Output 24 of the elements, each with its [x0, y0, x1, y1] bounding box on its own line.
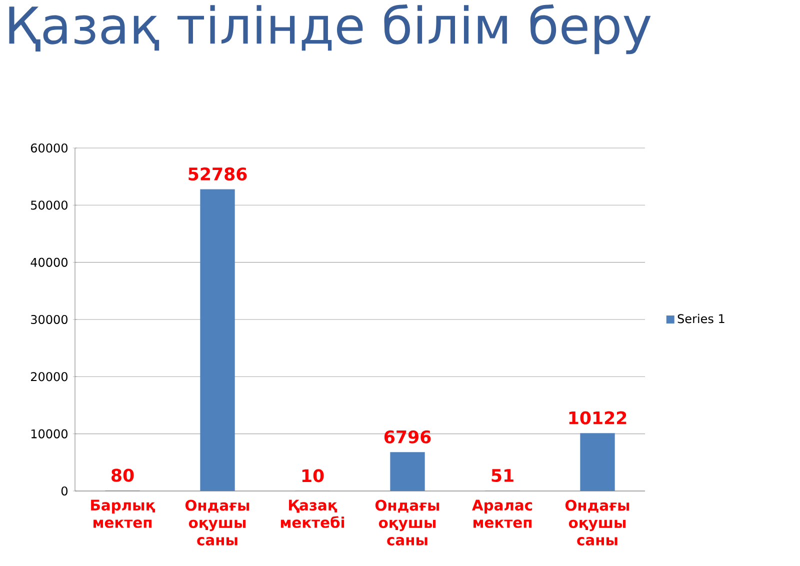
y-tick-label: 10000	[31, 429, 68, 438]
chart-title: Қазақ тілінде білім беру	[9, 4, 651, 54]
y-tick-label: 60000	[30, 143, 68, 153]
data-label: 6796	[384, 430, 431, 444]
bar	[200, 189, 235, 491]
data-label: 80	[112, 468, 134, 482]
data-label: 51	[492, 469, 514, 482]
x-tick-label: Ондағы оқушы саны	[375, 500, 440, 546]
bar	[580, 433, 615, 491]
x-tick-label: Ондағы оқушы саны	[565, 500, 630, 546]
x-tick-label: Аралас мектеп	[472, 500, 532, 528]
y-tick-label: 30000	[31, 314, 68, 324]
y-tick-label: 0	[61, 486, 68, 496]
bar	[390, 452, 425, 491]
y-tick-label: 20000	[31, 372, 68, 382]
y-tick-label: 50000	[31, 200, 68, 210]
x-tick-label: Ондағы оқушы саны	[185, 500, 250, 546]
data-label: 10122	[569, 411, 626, 424]
x-tick-label: Қазақ мектебі	[280, 500, 344, 528]
data-label: 10	[302, 469, 324, 482]
x-tick-label: Барлық мектеп	[91, 500, 156, 528]
data-label: 52786	[188, 167, 247, 181]
y-tick-label: 40000	[30, 258, 68, 267]
legend-label: Series 1	[678, 314, 724, 324]
